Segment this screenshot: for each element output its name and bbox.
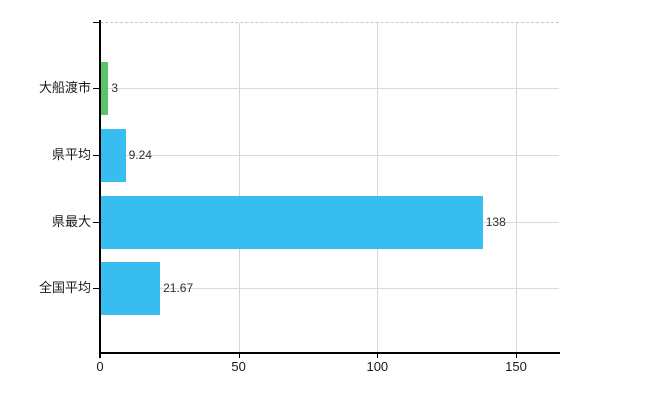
x-axis-tick-label-0: 0 — [96, 359, 104, 374]
value-label-1: 9.24 — [128, 148, 152, 162]
gridline-x-150 — [516, 23, 517, 352]
category-label-3: 全国平均 — [38, 280, 91, 295]
category-label-1: 県平均 — [51, 147, 91, 162]
value-label-0: 3 — [111, 81, 118, 95]
value-label-3: 21.67 — [163, 281, 194, 295]
x-axis-tick-label-100: 100 — [366, 359, 389, 374]
gridline-x-50 — [238, 23, 240, 352]
gridline-category-0 — [100, 88, 559, 89]
gridline-category-3 — [100, 288, 559, 289]
gridline-x-100 — [377, 23, 379, 352]
x-axis-tick-100 — [377, 354, 379, 358]
bar-2 — [101, 195, 483, 249]
plot-top-border — [100, 22, 559, 23]
x-axis-line — [99, 352, 560, 354]
y-axis-tick-3 — [93, 288, 100, 289]
y-axis-tick-top — [93, 22, 100, 23]
bar-0 — [101, 61, 109, 115]
y-axis-tick-1 — [93, 155, 100, 156]
y-axis-tick-0 — [93, 88, 100, 89]
x-axis-tick-50 — [238, 354, 240, 358]
x-axis-tick-label-50: 50 — [231, 359, 246, 374]
gridline-category-1 — [100, 155, 559, 156]
y-axis-tick-2 — [93, 222, 100, 223]
category-label-2: 県最大 — [51, 214, 91, 229]
bar-1 — [101, 128, 126, 182]
y-axis-line — [99, 20, 101, 358]
value-label-2: 138 — [485, 215, 506, 229]
bar-3 — [101, 261, 161, 315]
x-axis-tick-150 — [516, 354, 517, 358]
x-axis-tick-label-150: 150 — [505, 359, 527, 374]
category-label-0: 大船渡市 — [38, 80, 91, 95]
